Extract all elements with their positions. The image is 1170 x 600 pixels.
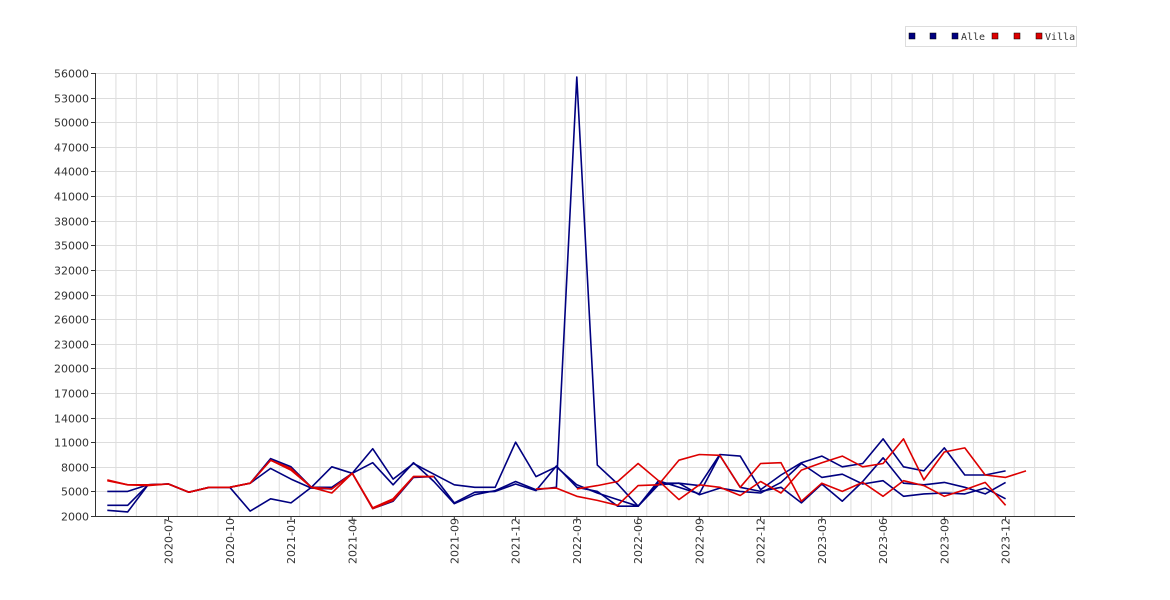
series-lines: [107, 76, 1027, 513]
y-tick-label: 32000: [54, 265, 89, 278]
x-tick-label: 2021-09: [448, 518, 461, 564]
y-tick-label: 38000: [54, 216, 89, 229]
y-tick-label: 17000: [54, 388, 89, 401]
legend-box: [905, 26, 1077, 47]
series-line-2: [107, 454, 1006, 512]
grid: [95, 73, 1075, 517]
y-tick-label: 8000: [61, 462, 89, 475]
x-tick-label: 2022-06: [632, 518, 645, 564]
series-line-5: [576, 438, 1027, 501]
x-tick-label: 2022-12: [755, 518, 768, 564]
legend-swatch: [1035, 32, 1043, 40]
y-tick-label: 2000: [61, 511, 89, 524]
x-tick-label: 2023-09: [938, 518, 951, 564]
y-tick-label: 53000: [54, 93, 89, 106]
x-tick-label: 2021-01: [285, 518, 298, 564]
legend-swatch: [908, 32, 916, 40]
legend: Alle Villa: [905, 26, 1077, 47]
axes: 2000 5000 8000 11000 14000 17000 20000 23000 260…: [54, 68, 1075, 564]
legend-swatch: [1013, 32, 1021, 40]
y-tick-label: 35000: [54, 240, 89, 253]
y-tick-label: 14000: [54, 413, 89, 426]
x-tick-label: 2020-07: [163, 518, 176, 564]
x-tick-label: 2020-10: [224, 518, 237, 564]
x-tick-label: 2021-04: [346, 518, 359, 564]
x-tick-label: 2023-06: [877, 518, 890, 564]
x-tick-label: 2022-03: [571, 518, 584, 564]
series-line-6: [107, 459, 434, 510]
y-tick-label: 26000: [54, 314, 89, 327]
x-tick-label: 2022-09: [693, 518, 706, 564]
y-tick-label: 56000: [54, 68, 89, 81]
legend-swatch: [929, 32, 937, 40]
y-tick-label: 41000: [54, 191, 89, 204]
y-tick-label: 47000: [54, 142, 89, 155]
x-tick-label: 2021-12: [510, 518, 523, 564]
y-tick-label: 11000: [54, 437, 89, 450]
y-tick-label: 5000: [61, 486, 89, 499]
x-tick-label: 2023-12: [1000, 518, 1013, 564]
x-tick-label: 2023-03: [816, 518, 829, 564]
y-tick-label: 44000: [54, 166, 89, 179]
legend-swatch: [951, 32, 959, 40]
y-tick-label: 50000: [54, 117, 89, 130]
legend-label: Villa: [1045, 32, 1075, 43]
y-tick-label: 23000: [54, 339, 89, 352]
y-tick-label: 29000: [54, 290, 89, 303]
legend-label: Alle: [961, 32, 985, 43]
legend-swatch: [991, 32, 999, 40]
y-tick-label: 20000: [54, 363, 89, 376]
series-line-6: [535, 453, 1007, 507]
series-line-3: [107, 76, 1006, 513]
